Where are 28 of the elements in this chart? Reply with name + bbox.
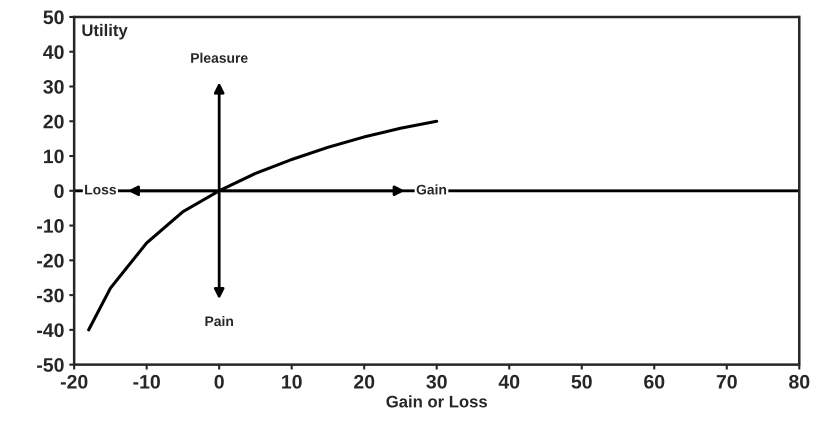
x-tick-label: -10 xyxy=(133,374,160,389)
y-tick-label: 0 xyxy=(54,184,64,198)
y-tick-label: -10 xyxy=(37,219,64,233)
y-axis-title: Utility xyxy=(82,24,128,40)
x-tick-label: 40 xyxy=(498,374,520,389)
x-tick-label: 0 xyxy=(214,374,224,389)
annotation: Pain xyxy=(205,316,233,326)
y-tick-label: 30 xyxy=(43,80,64,94)
x-tick-label: 10 xyxy=(282,374,302,389)
y-tick-label: -50 xyxy=(37,358,64,372)
x-tick-label: 50 xyxy=(572,374,592,389)
x-tick-label: 80 xyxy=(789,374,810,389)
y-tick-label: -30 xyxy=(37,288,64,302)
y-tick-label: -40 xyxy=(37,323,64,338)
x-tick-label: 30 xyxy=(426,374,447,389)
x-axis-title: Gain or Loss xyxy=(386,395,487,408)
y-tick-label: 20 xyxy=(43,114,64,128)
x-tick-label: 70 xyxy=(716,374,737,389)
annotation: Loss xyxy=(85,184,116,195)
annotation: Gain xyxy=(416,184,446,195)
x-tick-label: -20 xyxy=(60,374,88,389)
y-tick-label: 10 xyxy=(44,150,64,164)
y-tick-label: -20 xyxy=(37,254,64,268)
y-tick-label: 50 xyxy=(43,10,64,24)
x-tick-label: 20 xyxy=(354,374,374,389)
annotation: Pleasure xyxy=(191,52,248,63)
x-tick-label: 60 xyxy=(644,374,664,389)
y-tick-label: 40 xyxy=(43,45,64,59)
